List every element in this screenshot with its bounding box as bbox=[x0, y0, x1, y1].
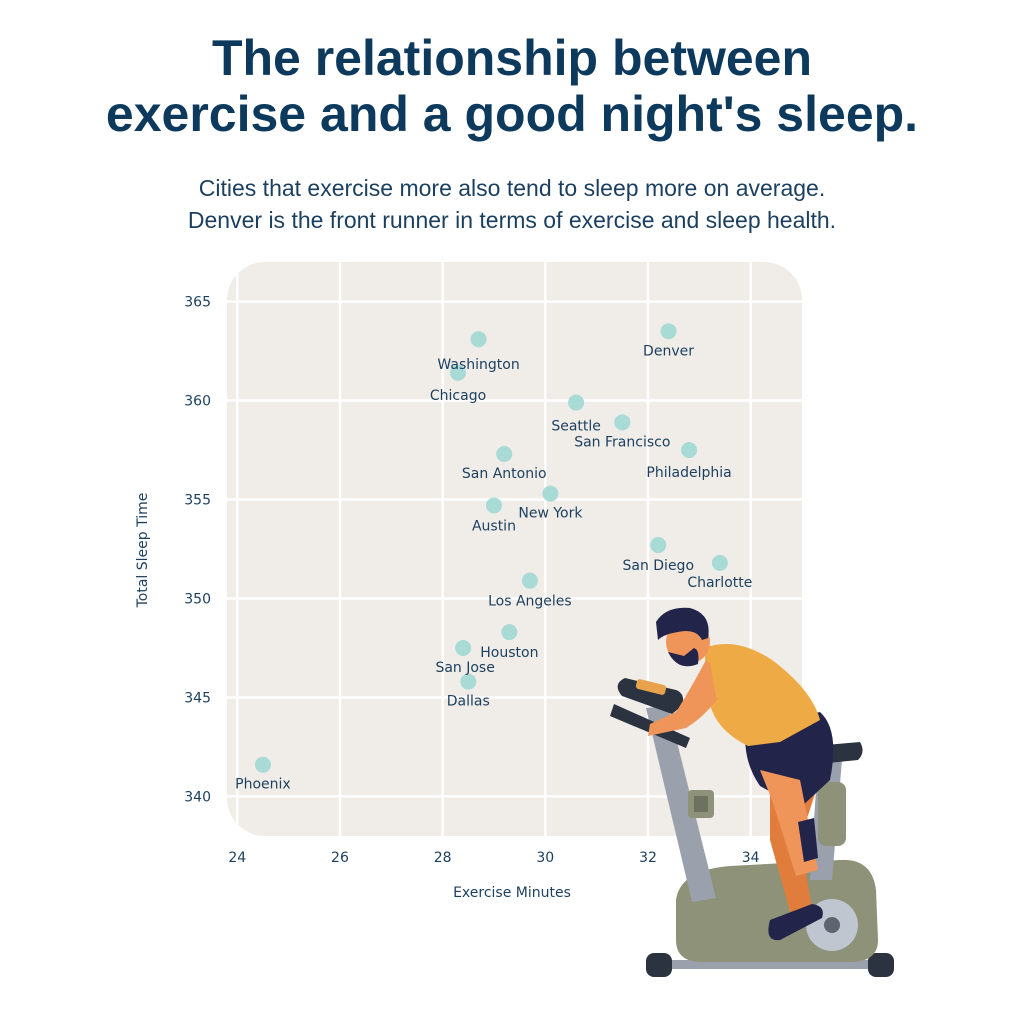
y-tick-label: 345 bbox=[184, 690, 211, 706]
x-tick-labels: 24 26 28 30 32 34 bbox=[228, 850, 759, 866]
data-point bbox=[542, 485, 559, 502]
x-tick-label: 28 bbox=[434, 850, 452, 866]
data-point bbox=[568, 394, 585, 411]
data-point-label: Washington bbox=[437, 357, 519, 373]
data-point-label: San Jose bbox=[435, 660, 494, 676]
page-title: The relationship between exercise and a … bbox=[0, 30, 1024, 142]
subtitle-line-2: Denver is the front runner in terms of e… bbox=[187, 207, 837, 233]
data-point bbox=[254, 756, 271, 773]
data-point bbox=[711, 554, 728, 571]
y-tick-label: 360 bbox=[184, 394, 211, 410]
title-line-1: The relationship between bbox=[211, 30, 813, 86]
subtitle-line-1: Cities that exercise more also tend to s… bbox=[198, 175, 826, 201]
data-point bbox=[485, 497, 502, 514]
data-point-label: Los Angeles bbox=[488, 594, 572, 610]
data-point bbox=[660, 323, 677, 340]
data-point bbox=[450, 364, 467, 381]
data-point-label: San Diego bbox=[622, 558, 694, 574]
y-axis-label: Total Sleep Time bbox=[135, 493, 151, 609]
y-tick-label: 340 bbox=[184, 789, 211, 805]
data-point bbox=[681, 442, 698, 459]
data-point bbox=[650, 537, 667, 554]
data-point-label: Phoenix bbox=[235, 777, 291, 793]
x-axis-label: Exercise Minutes bbox=[453, 885, 571, 901]
x-tick-label: 32 bbox=[639, 850, 657, 866]
man-on-exercise-bike-illustration bbox=[610, 607, 894, 977]
data-point-label: Austin bbox=[472, 518, 516, 534]
y-tick-label: 355 bbox=[184, 493, 211, 509]
x-tick-label: 34 bbox=[742, 850, 760, 866]
data-point-label: Philadelphia bbox=[646, 465, 731, 481]
data-point bbox=[496, 445, 513, 462]
chart-grid bbox=[227, 262, 802, 836]
data-point bbox=[460, 673, 477, 690]
data-point-label: New York bbox=[518, 506, 583, 522]
data-point-label: Chicago bbox=[430, 388, 486, 404]
data-point-label: Charlotte bbox=[687, 575, 752, 591]
x-tick-label: 24 bbox=[228, 850, 246, 866]
y-tick-labels: 340 345 350 355 360 365 bbox=[184, 295, 211, 806]
data-point-label: Denver bbox=[643, 343, 694, 359]
data-point-label: San Antonio bbox=[462, 466, 547, 482]
data-point-label: Houston bbox=[480, 645, 538, 661]
y-tick-label: 365 bbox=[184, 295, 211, 311]
data-point bbox=[470, 331, 487, 348]
y-tick-label: 350 bbox=[184, 591, 211, 607]
data-point-label: San Francisco bbox=[574, 434, 670, 450]
data-point-label: Seattle bbox=[551, 419, 601, 435]
data-point bbox=[455, 639, 472, 656]
plot-background bbox=[227, 262, 802, 836]
title-line-2: exercise and a good night's sleep. bbox=[105, 86, 919, 142]
x-tick-label: 26 bbox=[331, 850, 349, 866]
data-point-label: Dallas bbox=[447, 694, 490, 710]
data-point bbox=[614, 414, 631, 431]
data-points bbox=[254, 323, 728, 773]
page-subtitle: Cities that exercise more also tend to s… bbox=[0, 172, 1024, 236]
x-tick-label: 30 bbox=[536, 850, 554, 866]
data-point bbox=[521, 572, 538, 589]
data-point bbox=[501, 624, 518, 641]
